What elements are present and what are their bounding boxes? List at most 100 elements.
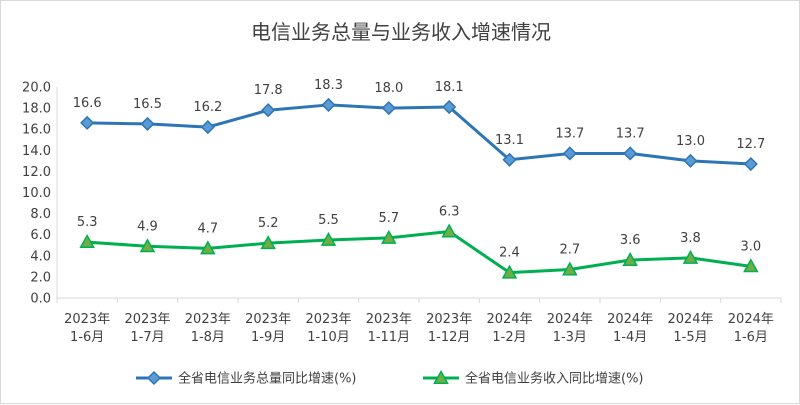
data-point: [743, 258, 759, 273]
x-tick-label-line: 1-10月: [307, 330, 350, 345]
data-point: [321, 97, 336, 112]
data-point: [79, 234, 95, 249]
data-label: 5.2: [258, 216, 279, 231]
axes: 0.0 2.0 4.0 6.0 8.0 10.0 12.0 14.0 16.0 18.0 20.0 2…: [22, 81, 782, 345]
x-tick-label: 2023年 1-9月: [245, 312, 291, 345]
x-tick-label-line: 2023年: [245, 312, 291, 327]
chart-title: 电信业务总量与业务收入增速情况: [251, 20, 551, 44]
data-label: 3.6: [620, 233, 641, 248]
series-1: 16.6 16.5 16.2 17.8 18.3 18.0 18.1 13.1 13.7 13.7…: [73, 78, 765, 172]
data-point: [140, 116, 155, 131]
x-tick-label: 2024年 1-5月: [667, 312, 713, 345]
series-line: [87, 230, 752, 275]
data-label: 16.2: [193, 100, 222, 115]
data-point: [502, 152, 517, 167]
x-tick-label: 2024年 1-4月: [607, 312, 653, 345]
x-tick-label-line: 1-6月: [734, 330, 768, 345]
y-tick-label: 16.0: [22, 123, 51, 138]
data-point: [139, 238, 156, 253]
data-label: 16.5: [133, 97, 162, 112]
x-tick-label-line: 2024年: [667, 312, 713, 327]
x-tick-label-line: 2023年: [124, 312, 170, 327]
x-tick-label: 2023年 1-7月: [124, 312, 170, 345]
y-tick-label: 20.0: [22, 81, 51, 96]
data-point: [260, 235, 276, 250]
data-label: 13.7: [616, 126, 645, 141]
data-label: 2.4: [499, 246, 520, 261]
data-point: [562, 146, 577, 161]
x-tick-label-line: 1-5月: [673, 330, 707, 345]
data-label: 17.8: [254, 83, 283, 98]
legend-item-1: 全省电信业务总量同比增速(%): [136, 371, 357, 387]
data-point: [320, 231, 337, 246]
data-label: 12.7: [736, 137, 765, 152]
y-tick-label: 2.0: [30, 270, 51, 285]
data-label: 2.7: [559, 243, 580, 258]
y-tick-label: 12.0: [22, 165, 51, 180]
legend-label: 全省电信业务总量同比增速(%): [178, 371, 357, 387]
x-tick-label-line: 2024年: [728, 312, 774, 327]
legend-marker: [433, 369, 449, 384]
data-label: 16.6: [73, 96, 102, 111]
x-tick-label: 2023年 1-8月: [185, 312, 231, 345]
x-tick-label-line: 2023年: [185, 312, 231, 327]
data-point: [562, 261, 578, 276]
x-tick-label-line: 1-8月: [191, 330, 225, 345]
data-label: 13.0: [676, 134, 705, 149]
x-tick-label-line: 1-12月: [428, 330, 471, 345]
y-tick-label: 8.0: [30, 207, 51, 222]
x-tick-label-line: 2024年: [547, 312, 593, 327]
x-tick-label-line: 1-7月: [130, 330, 164, 345]
data-point: [261, 103, 276, 118]
y-tick-label: 18.0: [22, 102, 51, 117]
data-label: 18.1: [435, 80, 464, 95]
data-label: 18.0: [374, 81, 403, 96]
data-point: [381, 101, 396, 116]
data-label: 6.3: [439, 205, 460, 220]
series-line: [87, 103, 751, 166]
x-tick-label-line: 2023年: [64, 312, 110, 327]
x-tick-label-line: 2024年: [486, 312, 532, 327]
data-point: [442, 99, 457, 115]
x-tick-label-line: 2023年: [426, 312, 472, 327]
legend-label: 全省电信业务收入同比增速(%): [465, 371, 644, 387]
x-tick-label-line: 1-2月: [492, 330, 526, 345]
data-point: [743, 156, 758, 172]
data-point: [200, 120, 215, 135]
data-point: [682, 249, 699, 264]
x-tick-label: 2024年 1-3月: [547, 312, 593, 345]
legend-item-2: 全省电信业务收入同比增速(%): [423, 369, 644, 387]
data-label: 13.7: [555, 126, 584, 141]
x-tick-label: 2024年 1-2月: [486, 312, 532, 345]
y-tick-label: 6.0: [30, 228, 51, 243]
data-label: 3.0: [740, 239, 761, 254]
x-tick-label: 2023年 1-11月: [366, 312, 412, 345]
x-tick-label-line: 1-11月: [368, 330, 411, 345]
x-tick-label-line: 2023年: [305, 312, 351, 327]
data-point: [683, 153, 698, 168]
y-tick-label: 10.0: [22, 186, 51, 201]
data-label: 4.7: [197, 221, 218, 236]
x-tick-label-line: 2023年: [366, 312, 412, 327]
x-tick-label-line: 2024年: [607, 312, 653, 327]
data-point: [200, 240, 216, 255]
x-tick-label: 2023年 1-10月: [305, 312, 351, 345]
data-label: 4.9: [137, 219, 158, 234]
data-label: 18.3: [314, 78, 343, 93]
data-label: 3.8: [680, 231, 701, 246]
data-point: [441, 223, 457, 238]
data-point: [381, 229, 397, 244]
y-tick-label: 0.0: [30, 292, 51, 307]
x-tick-label: 2023年 1-12月: [426, 312, 472, 345]
x-tick-label-line: 1-3月: [553, 330, 587, 345]
data-point: [501, 264, 518, 279]
legend-marker: [146, 370, 162, 386]
x-tick-label-line: 1-4月: [613, 330, 647, 345]
x-tick-label: 2024年 1-6月: [728, 312, 774, 345]
series-2: 5.3 4.9 4.7 5.2 5.5 5.7 6.3 2.4 2.7 3.6 3.8 3.0: [77, 205, 761, 279]
x-tick-label-line: 1-9月: [251, 330, 285, 345]
data-point: [623, 146, 638, 161]
x-tick-label: 2023年 1-6月: [64, 312, 110, 345]
